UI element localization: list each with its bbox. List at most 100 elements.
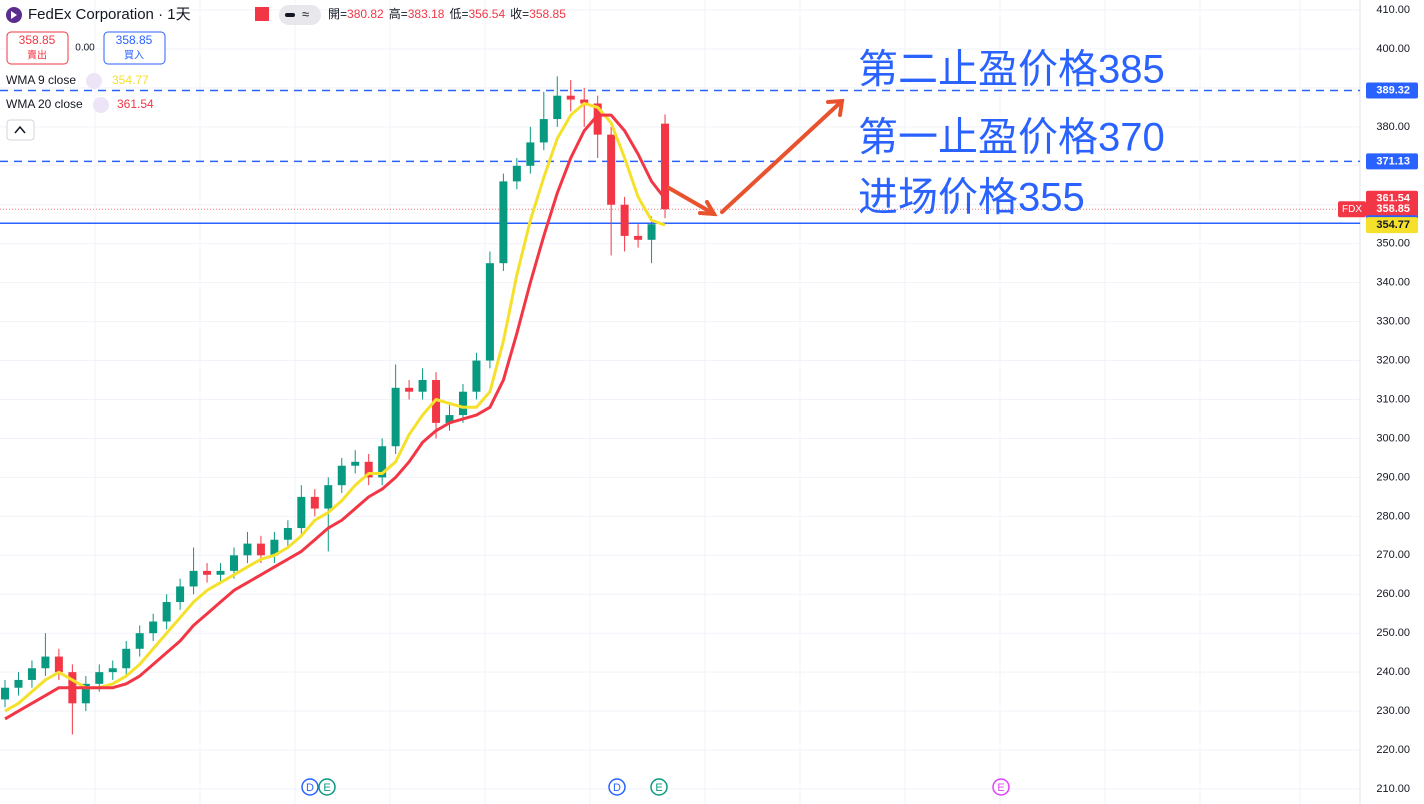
indicator-icon[interactable] — [93, 97, 109, 113]
ohlc-label: 高= — [389, 6, 408, 21]
candle-body — [54, 656, 63, 673]
wma9-tag-bg — [1366, 217, 1418, 234]
candle-body — [176, 586, 185, 603]
wma-line — [4, 101, 666, 713]
candle-body — [229, 555, 238, 571]
indicator-value: 361.54 — [117, 97, 154, 111]
ohlc-value: 380.82 — [347, 7, 384, 21]
price-tag-bg — [1366, 153, 1418, 170]
ohlc-label: 低= — [449, 7, 468, 21]
candle-body — [95, 672, 104, 684]
sell-button[interactable] — [6, 31, 69, 65]
buy-price: 358.85 — [116, 33, 153, 47]
candle-body — [593, 103, 602, 135]
plot — [0, 76, 1360, 735]
candle-body — [445, 415, 454, 423]
grid — [0, 0, 1360, 804]
candle-body — [499, 181, 508, 264]
annotation: 第一止盈价格370 — [858, 116, 1165, 160]
arrow-head — [698, 200, 718, 217]
event-label: D — [306, 782, 314, 794]
indicator-name: WMA 20 close — [6, 97, 83, 111]
event-marker — [992, 778, 1010, 796]
arrows — [667, 98, 845, 217]
candle-body — [256, 543, 265, 556]
indicator-name: WMA 9 close — [6, 73, 76, 87]
logo-glyph — [11, 11, 17, 19]
ohlc-value: 358.85 — [529, 7, 566, 21]
candle-body — [1, 687, 9, 700]
candle-body — [378, 446, 387, 478]
candle-body — [310, 496, 319, 509]
annotation: 进场价格355 — [858, 176, 1085, 220]
candle-body — [81, 683, 90, 704]
candle-body — [324, 485, 333, 509]
candle-body — [472, 360, 481, 392]
toggle-glyph: ≈ — [302, 6, 309, 21]
candle-body — [351, 461, 360, 466]
y-tick-label: 280.00 — [1376, 510, 1410, 522]
candle-body — [458, 391, 467, 416]
indicator-value: 354.77 — [112, 73, 149, 87]
y-tick-label: 300.00 — [1376, 432, 1410, 444]
arrow — [720, 99, 844, 214]
candle-body — [634, 235, 643, 240]
candle-body — [189, 570, 198, 587]
ticker-tag-bg — [1338, 201, 1366, 218]
buy-label: 買入 — [124, 50, 144, 62]
candle-body — [485, 263, 494, 361]
event-marker — [650, 778, 668, 796]
indicator-icon[interactable] — [86, 73, 102, 89]
annotation: 第二止盈价格385 — [858, 48, 1165, 92]
candle-body — [337, 465, 346, 486]
symbol-title: FedEx Corporation · 1天 — [28, 6, 191, 23]
candle-body — [526, 142, 535, 166]
candle-body — [607, 134, 616, 205]
event-label: E — [997, 782, 1004, 794]
ohlc-value: 383.18 — [408, 7, 445, 21]
y-tick-label: 410.00 — [1376, 4, 1410, 16]
candle-body — [162, 602, 171, 622]
price-tag: 389.32 — [1376, 84, 1410, 96]
candle-body — [364, 461, 373, 478]
sell-label: 賣出 — [27, 49, 47, 62]
flag-icon[interactable] — [255, 7, 269, 21]
ticker-tag: FDX — [1342, 204, 1362, 215]
price-tag: 371.13 — [1376, 155, 1410, 167]
candle-body — [283, 528, 292, 540]
y-tick-label: 230.00 — [1376, 705, 1410, 717]
candle-body — [297, 496, 306, 529]
event-marker — [318, 778, 336, 796]
last-price-tag: 358.85 — [1376, 203, 1410, 215]
candle-body — [512, 165, 521, 182]
event-marker — [301, 778, 319, 796]
buy-button[interactable] — [103, 31, 166, 65]
candle-body — [216, 570, 225, 575]
compare-toggle[interactable] — [279, 5, 321, 25]
collapse-glyph — [14, 125, 26, 134]
ohlc-label: 開= — [328, 7, 347, 21]
candle-body — [647, 224, 656, 240]
ohlc-label: 收= — [510, 7, 529, 21]
y-tick-label: 210.00 — [1376, 783, 1410, 795]
candle-body — [539, 119, 548, 143]
overlay: FedEx Corporation · 1天 ≈ 開=380.82 高=383.1… — [6, 4, 1418, 796]
y-tick-label: 340.00 — [1376, 277, 1410, 289]
y-tick-label: 330.00 — [1376, 316, 1410, 328]
collapse-button[interactable] — [6, 119, 35, 141]
last-price-tag-bg — [1366, 201, 1418, 218]
price-tag-bg — [1366, 82, 1418, 99]
candle-body — [661, 123, 670, 210]
y-tick-label: 380.00 — [1376, 121, 1410, 133]
candle-body — [566, 95, 575, 100]
candle-body — [149, 621, 158, 634]
ohlc-readout: 開=380.82 高=383.18 低=356.54 收=358.85 — [328, 6, 566, 21]
event-label: D — [613, 782, 621, 794]
y-tick-label: 240.00 — [1376, 666, 1410, 678]
wma9-tag: 354.77 — [1376, 219, 1410, 231]
arrow — [667, 186, 716, 216]
y-tick-label: 270.00 — [1376, 549, 1410, 561]
event-label: E — [655, 782, 662, 794]
